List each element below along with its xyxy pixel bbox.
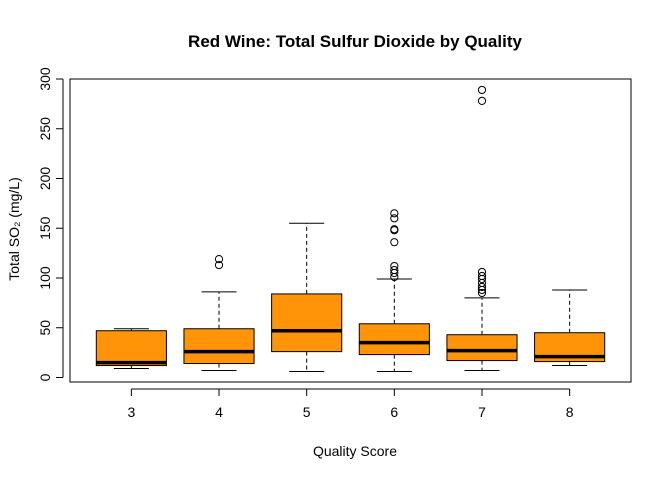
y-tick-label: 50: [37, 320, 53, 336]
box-body: [95, 330, 167, 367]
y-tick-label: 200: [37, 167, 53, 191]
x-tick-label: 8: [566, 404, 574, 420]
box-body: [183, 328, 255, 365]
chart-title: Red Wine: Total Sulfur Dioxide by Qualit…: [188, 32, 522, 51]
x-tick-label: 5: [303, 404, 311, 420]
y-tick-label: 0: [37, 373, 53, 381]
box-body: [446, 334, 518, 362]
x-tick-label: 6: [390, 404, 398, 420]
y-axis-label: Total SO₂ (mg/L): [6, 177, 22, 280]
outlier-point: [214, 254, 224, 264]
outlier-point: [390, 214, 399, 223]
box-group: [271, 222, 343, 373]
plot-area: 0 50 100 150 200 250 300 3 4 5 6 7 8: [37, 67, 632, 420]
outlier-point: [477, 267, 487, 277]
y-tick-label: 100: [37, 266, 53, 290]
outlier-point: [477, 282, 487, 292]
box-body: [358, 323, 430, 356]
outlier-point: [390, 209, 399, 218]
x-tick-label: 3: [127, 404, 135, 420]
outlier-point: [214, 260, 224, 270]
outlier-point: [390, 265, 399, 275]
x-tick-label: 7: [478, 404, 486, 420]
box-group: [183, 254, 255, 372]
box-group: [446, 85, 518, 372]
outlier-point: [477, 96, 487, 105]
outlier-point: [477, 288, 487, 298]
outlier-point: [390, 261, 399, 271]
box-group: [534, 289, 606, 367]
y-tick-label: 150: [37, 216, 53, 240]
plot-frame: [69, 78, 632, 383]
x-tick-label: 4: [215, 404, 223, 420]
y-tick-label: 250: [37, 117, 53, 141]
outlier-point: [477, 85, 487, 95]
outlier-point: [477, 271, 487, 281]
x-axis-label: Quality Score: [313, 443, 397, 459]
box-body: [271, 293, 343, 353]
outlier-point: [390, 225, 399, 234]
y-tick-label: 300: [37, 67, 53, 91]
box-group: [95, 328, 167, 370]
box-group: [358, 209, 430, 373]
outlier-point: [390, 238, 399, 247]
